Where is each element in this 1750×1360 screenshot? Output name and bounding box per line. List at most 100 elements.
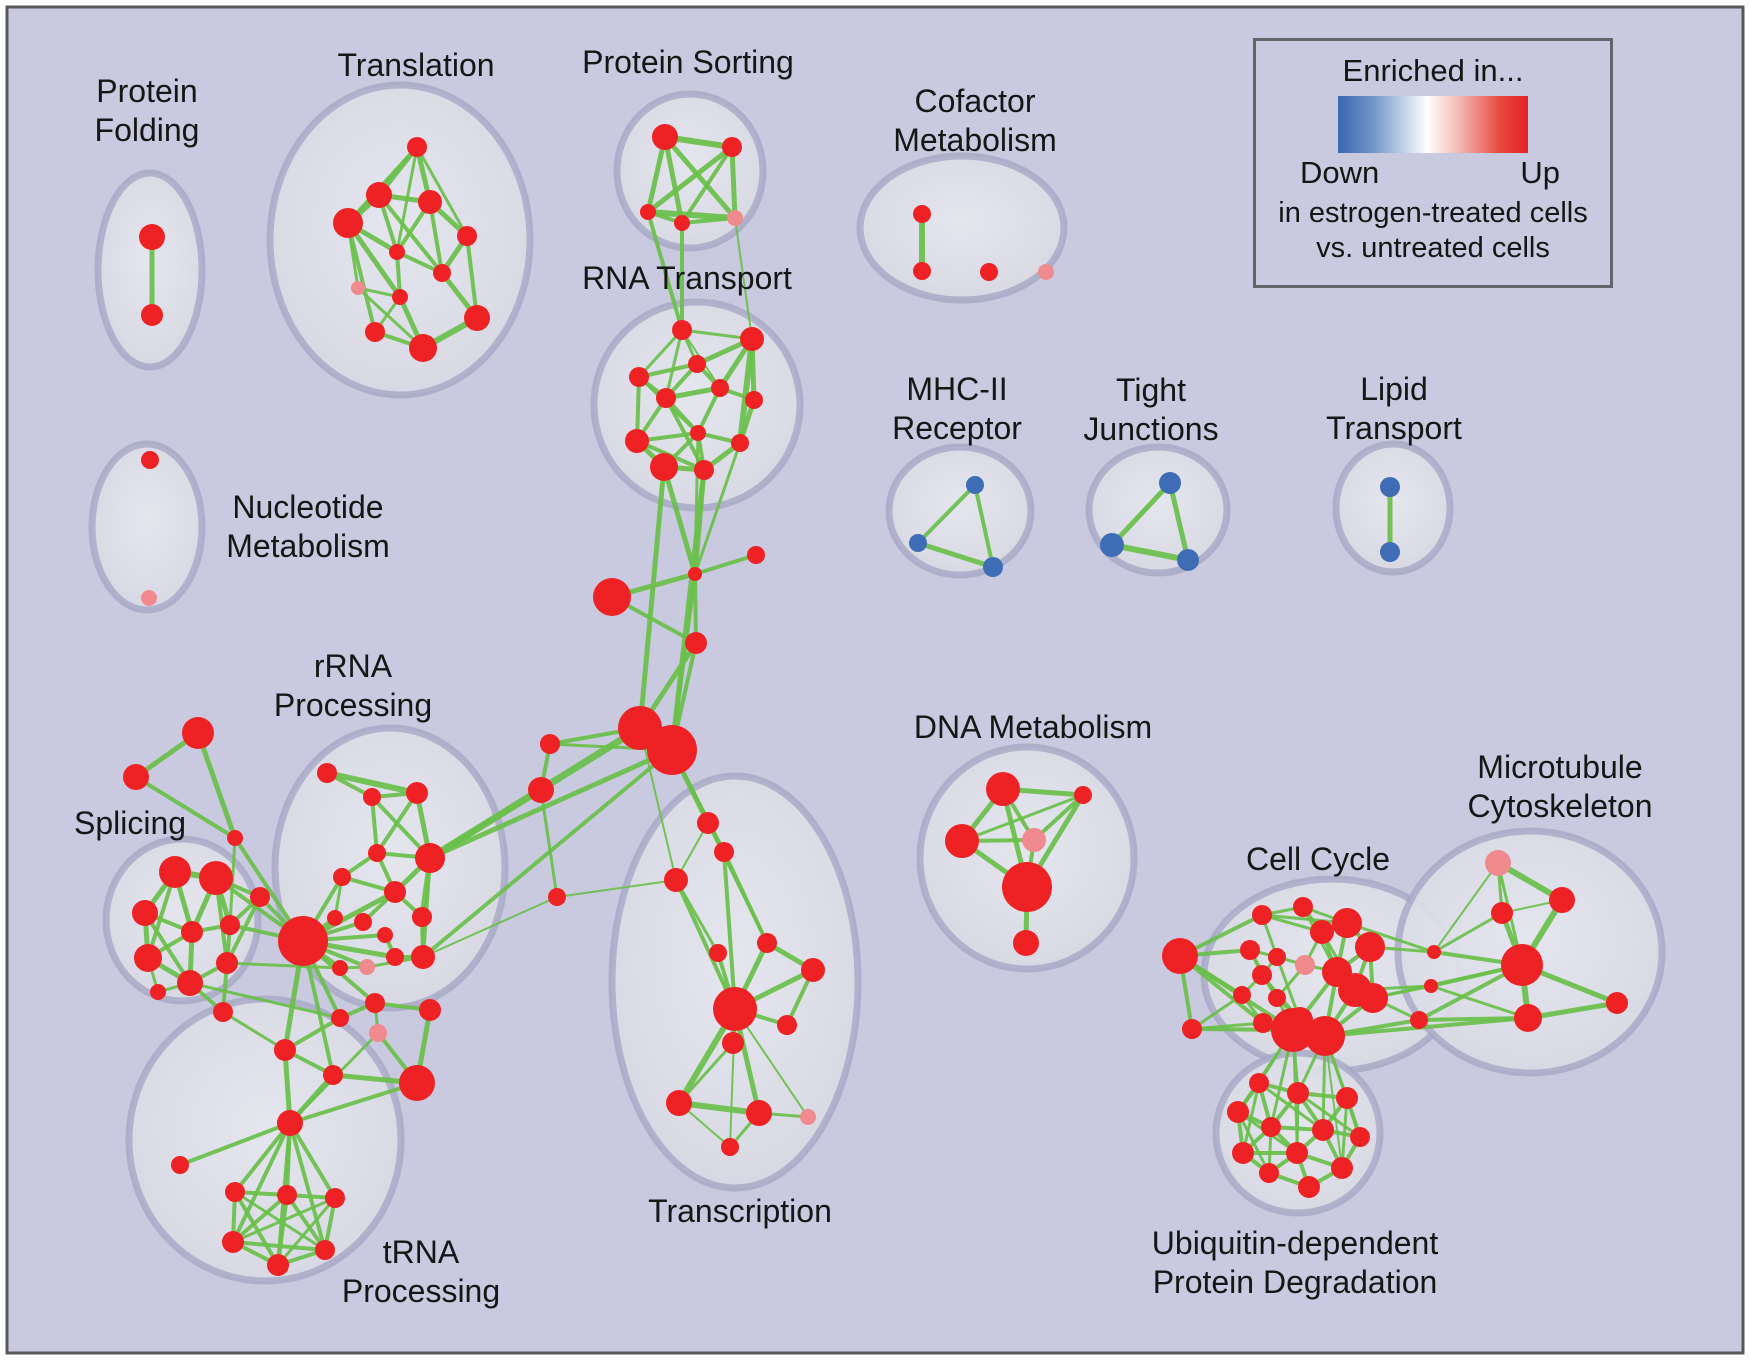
node-rt7[interactable] [745, 391, 763, 409]
node-dm2[interactable] [945, 824, 979, 858]
node-ub12[interactable] [1298, 1176, 1320, 1198]
node-t2[interactable] [123, 764, 149, 790]
node-tr10[interactable] [464, 305, 490, 331]
node-rr14[interactable] [332, 960, 348, 976]
node-rr21[interactable] [274, 1039, 296, 1061]
node-rr6[interactable] [333, 868, 351, 886]
node-ccL[interactable] [1162, 938, 1198, 974]
node-dm6[interactable] [1013, 930, 1039, 956]
node-rt5[interactable] [711, 379, 729, 397]
node-ps3[interactable] [640, 204, 656, 220]
node-rr4[interactable] [368, 844, 386, 862]
node-tn5[interactable] [315, 1240, 335, 1260]
node-ch4[interactable] [747, 546, 765, 564]
node-cc7[interactable] [1268, 948, 1286, 966]
node-tj3[interactable] [1177, 549, 1199, 571]
node-cc4[interactable] [1310, 920, 1334, 944]
node-t1[interactable] [182, 717, 214, 749]
node-ts12[interactable] [721, 1138, 739, 1156]
node-sp3[interactable] [132, 900, 158, 926]
node-ccj1[interactable] [1427, 945, 1441, 959]
node-rr17[interactable] [331, 1009, 349, 1027]
node-mh3[interactable] [983, 557, 1003, 577]
node-mh2[interactable] [909, 534, 927, 552]
node-chL1[interactable] [540, 734, 560, 754]
node-ch2[interactable] [593, 578, 631, 616]
node-cm3[interactable] [980, 263, 998, 281]
node-rr8[interactable] [412, 907, 432, 927]
node-rr22[interactable] [323, 1065, 343, 1085]
node-rt6[interactable] [656, 388, 676, 408]
node-ts9[interactable] [666, 1090, 692, 1116]
node-cm4[interactable] [1038, 264, 1054, 280]
node-cc12[interactable] [1268, 989, 1286, 1007]
node-ccj3[interactable] [1410, 1011, 1428, 1029]
node-rr19[interactable] [419, 999, 441, 1021]
node-nm2[interactable] [141, 590, 157, 606]
node-cc3[interactable] [1332, 908, 1362, 938]
node-tr9[interactable] [392, 289, 408, 305]
node-lt1[interactable] [1380, 477, 1400, 497]
node-tr3[interactable] [366, 182, 392, 208]
node-tsH[interactable] [713, 987, 757, 1031]
node-mtB[interactable] [1501, 944, 1543, 986]
node-dm4[interactable] [1074, 786, 1092, 804]
node-cc8[interactable] [1295, 955, 1315, 975]
node-dm3[interactable] [1022, 828, 1046, 852]
node-rr3[interactable] [406, 782, 428, 804]
node-ccj2[interactable] [1424, 979, 1438, 993]
node-tr1[interactable] [407, 137, 427, 157]
node-sp4[interactable] [181, 921, 203, 943]
node-tr7[interactable] [433, 264, 451, 282]
node-rr16[interactable] [411, 945, 435, 969]
node-rr20[interactable] [369, 1024, 387, 1042]
node-ch1[interactable] [688, 567, 702, 581]
node-ts1[interactable] [697, 812, 719, 834]
node-mtBo[interactable] [1514, 1004, 1542, 1032]
node-ub7[interactable] [1350, 1127, 1370, 1147]
node-rt8[interactable] [625, 429, 649, 453]
node-tr4[interactable] [418, 190, 442, 214]
node-cm2[interactable] [913, 262, 931, 280]
node-rrH[interactable] [278, 916, 328, 966]
node-ccLb[interactable] [1182, 1019, 1202, 1039]
node-ub5[interactable] [1261, 1117, 1281, 1137]
node-hubB[interactable] [647, 725, 697, 775]
node-ccR2[interactable] [1305, 1016, 1345, 1056]
node-dm1[interactable] [986, 772, 1020, 806]
node-cc6[interactable] [1240, 940, 1260, 960]
node-tr5[interactable] [457, 226, 477, 246]
node-tr6[interactable] [389, 244, 405, 260]
node-tn1[interactable] [225, 1182, 245, 1202]
node-sp1[interactable] [159, 856, 191, 888]
node-ub4[interactable] [1227, 1101, 1249, 1123]
node-sp6[interactable] [250, 887, 270, 907]
node-ch3[interactable] [685, 632, 707, 654]
node-rr11[interactable] [377, 927, 393, 943]
node-cc11[interactable] [1233, 986, 1251, 1004]
node-ts8[interactable] [722, 1032, 744, 1054]
node-tr8[interactable] [351, 281, 365, 295]
node-ts3[interactable] [664, 868, 688, 892]
node-ts10[interactable] [746, 1100, 772, 1126]
node-rt2[interactable] [740, 327, 764, 351]
node-tn4[interactable] [222, 1231, 244, 1253]
node-ps1[interactable] [652, 124, 678, 150]
node-tr12[interactable] [365, 322, 385, 342]
node-cc2[interactable] [1293, 897, 1313, 917]
node-rr5[interactable] [415, 843, 445, 873]
node-rt10[interactable] [731, 434, 749, 452]
node-sp2[interactable] [199, 861, 233, 895]
node-tnL[interactable] [171, 1156, 189, 1174]
node-ub1[interactable] [1249, 1073, 1269, 1093]
node-rt12[interactable] [694, 460, 714, 480]
node-pf1[interactable] [139, 224, 165, 250]
node-tn3[interactable] [325, 1188, 345, 1208]
node-rt11[interactable] [650, 453, 678, 481]
node-ps2[interactable] [722, 137, 742, 157]
node-cm1[interactable] [913, 205, 931, 223]
node-tn2[interactable] [277, 1185, 297, 1205]
node-ps4[interactable] [674, 215, 690, 231]
node-pf2[interactable] [141, 304, 163, 326]
node-rt3[interactable] [629, 367, 649, 387]
